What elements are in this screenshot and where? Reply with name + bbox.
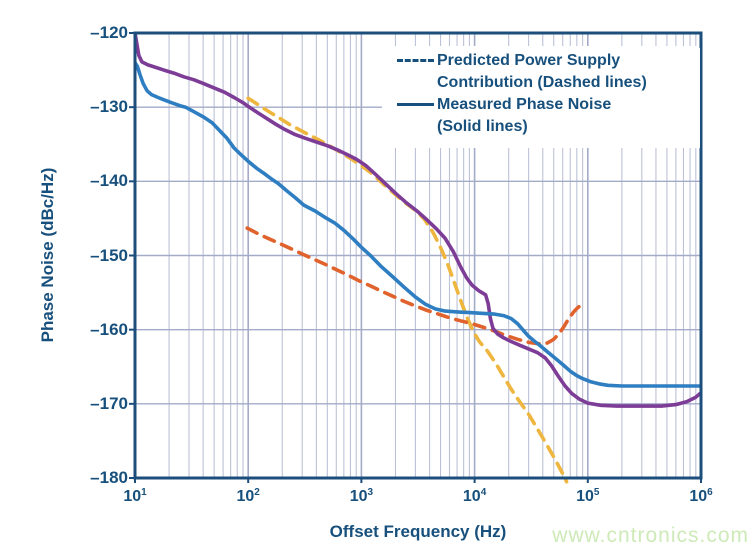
x-tick-label: 105 (576, 487, 600, 505)
y-tick-label: –160 (90, 319, 128, 339)
legend-text-line: Predicted Power Supply (437, 52, 621, 69)
y-tick-label: –180 (90, 468, 128, 487)
y-tick-label: –120 (90, 23, 128, 42)
plot-frame (133, 31, 703, 480)
x-tick-label: 103 (349, 487, 374, 505)
dashed-line-legend-icon (397, 59, 434, 62)
legend-text-line: Contribution (Dashed lines) (437, 74, 647, 91)
measured-phase-noise-lower-curve (133, 61, 701, 388)
x-tick-label: 101 (123, 487, 147, 505)
x-axis-title: Offset Frequency (Hz) (329, 522, 507, 541)
watermark: www.cntronics.com (552, 524, 749, 547)
legend-text-line: (Solid lines) (437, 118, 528, 135)
x-tick-label: 106 (689, 487, 713, 505)
legend-text-line: Measured Phase Noise (437, 96, 612, 113)
legend: Predicted Power Supply Contribution (Das… (384, 48, 700, 148)
measured-phase-noise-upper-curve (133, 32, 703, 408)
predicted-supply-contribution-upper-curve (246, 96, 569, 484)
y-tick-label: –150 (90, 245, 128, 265)
solid-line-legend-icon (397, 103, 434, 106)
x-tick-label: 104 (462, 487, 487, 505)
predicted-supply-contribution-lower-curve (245, 226, 584, 346)
y-axis-title: Phase Noise (dBc/Hz) (38, 167, 57, 343)
x-tick-label: 102 (236, 487, 260, 505)
y-tick-label: –140 (90, 171, 128, 191)
y-tick-label: –130 (90, 97, 128, 117)
y-tick-label: –170 (90, 393, 128, 413)
